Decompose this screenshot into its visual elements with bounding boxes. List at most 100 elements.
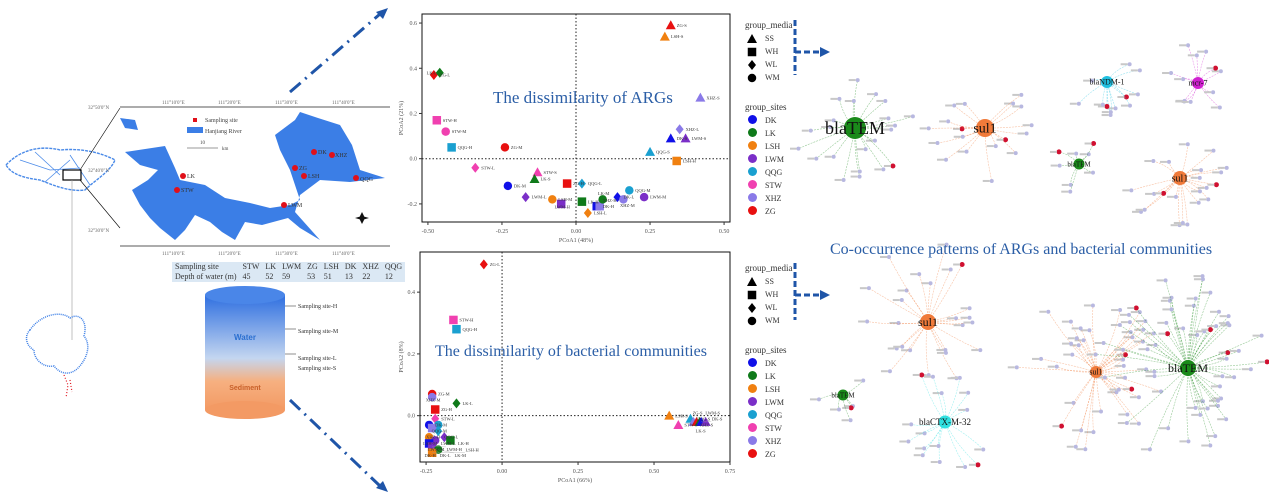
otu-node (1086, 152, 1091, 157)
otu-label-mark (1127, 307, 1135, 310)
table-cell: 51 (323, 272, 332, 281)
otu-label-mark (809, 398, 817, 401)
otu-label-mark (1210, 106, 1218, 109)
data-label: ZG-M (511, 145, 523, 150)
legend-media-item: WH (745, 45, 793, 58)
otu-label-mark (1106, 107, 1114, 110)
otu-node (1200, 277, 1205, 282)
gene-hub-node-mcr-7 (1192, 77, 1204, 89)
legend-site-item: STW (745, 422, 793, 435)
data-point-dk-m (503, 181, 513, 191)
network-edge (1154, 367, 1189, 377)
circle-icon (747, 193, 757, 202)
otu-label-mark (1130, 311, 1138, 314)
legend-media-label: WH (765, 290, 779, 299)
otu-label-mark (1133, 340, 1141, 343)
data-point-dk-l (613, 192, 622, 203)
otu-node (1186, 43, 1191, 48)
data-label: LK-S (696, 428, 706, 433)
otu-node (1186, 439, 1191, 444)
otu-label-mark (952, 127, 960, 130)
network-edge (1072, 354, 1097, 373)
danjiangkou-reservoir (120, 112, 385, 246)
gene-hub-node-blandm-1 (1101, 76, 1113, 88)
legend-media-item: WL (745, 58, 793, 71)
otu-node (899, 298, 904, 303)
bacteria-plot-title: The dissimilarity of bacterial communiti… (435, 343, 707, 360)
otu-label-mark (859, 287, 867, 290)
data-label: STW-H (459, 318, 474, 323)
network-edge (1095, 320, 1146, 373)
legend-media-item: SS (745, 275, 793, 288)
otu-label-mark (892, 299, 900, 302)
otu-node (1181, 326, 1186, 331)
data-point-lk-m (598, 195, 607, 204)
otu-label-mark (953, 135, 961, 138)
diamond-icon (748, 59, 756, 70)
otu-label-mark (1162, 296, 1170, 299)
data-point-stw-s (673, 419, 684, 429)
legend-media-label: SS (765, 277, 774, 286)
otu-node (959, 126, 965, 132)
otu-label-mark (1220, 324, 1228, 327)
data-label: XHZ-M (426, 398, 441, 403)
data-label: XHZ-H (426, 435, 441, 440)
x-axis-label: PCoA1 (66%) (558, 477, 592, 484)
otu-label-mark (928, 141, 936, 144)
network-edge (944, 377, 961, 423)
circle-icon (747, 371, 757, 380)
legend-media-label: WM (765, 73, 780, 82)
data-label: LWM-S (692, 136, 707, 141)
otu-label-mark (1193, 275, 1201, 278)
y-tick-label: 0.2 (408, 352, 416, 358)
otu-node (993, 144, 998, 149)
legend-river-label: Hanjiang River (205, 129, 242, 135)
otu-node (814, 156, 819, 161)
otu-label-mark (959, 391, 967, 394)
legend-site-item: LWM (745, 396, 793, 409)
otu-node (872, 138, 877, 143)
otu-label-mark (854, 379, 862, 382)
otu-node (1125, 412, 1130, 417)
otu-label-mark (1116, 353, 1124, 356)
legend-site-item: QQG (745, 166, 793, 179)
network-edge (1167, 367, 1189, 429)
otu-label-mark (879, 117, 887, 120)
otu-label-mark (1162, 308, 1170, 311)
x-tick-label: 0.00 (497, 469, 508, 475)
otu-node (1078, 326, 1083, 331)
otu-label-mark (1134, 328, 1142, 331)
legend-bottom: group_media SS WH WL WM group_sites DK LK LSH… (745, 263, 793, 461)
otu-node (881, 167, 886, 172)
otu-node (1121, 347, 1126, 352)
otu-node (1081, 338, 1086, 343)
otu-node (1011, 101, 1016, 106)
legend-media-label: WL (765, 60, 778, 69)
network-edge (1167, 333, 1189, 369)
otu-label-mark (1195, 330, 1203, 333)
otu-node (855, 78, 860, 83)
otu-label-mark (1190, 176, 1198, 179)
otu-label-mark (1186, 297, 1194, 300)
table-cell: 12 (384, 272, 393, 281)
otu-node (893, 123, 898, 128)
otu-node (1264, 359, 1269, 365)
water-column-cylinder (205, 286, 285, 419)
x-tick-label: 0.00 (571, 229, 582, 235)
otu-node (1024, 131, 1029, 136)
otu-label-mark (1210, 385, 1218, 388)
data-point-zg-s (665, 20, 676, 30)
otu-node (1213, 65, 1219, 71)
otu-node (887, 255, 892, 260)
otu-node (1166, 426, 1171, 431)
data-label: LWM-L (532, 195, 547, 200)
gene-hub-label: sul1 (918, 315, 938, 329)
otu-label-mark (1121, 331, 1129, 334)
legend-top: group_media SS WH WL WM group_sites DK LK LSH… (745, 20, 793, 218)
study-area-box (62, 169, 82, 181)
otu-label-mark (841, 419, 849, 422)
lon-label: 111°10'0"E (162, 101, 185, 106)
otu-node (1039, 356, 1044, 361)
otu-label-mark (1144, 160, 1152, 163)
otu-node (1108, 110, 1113, 115)
